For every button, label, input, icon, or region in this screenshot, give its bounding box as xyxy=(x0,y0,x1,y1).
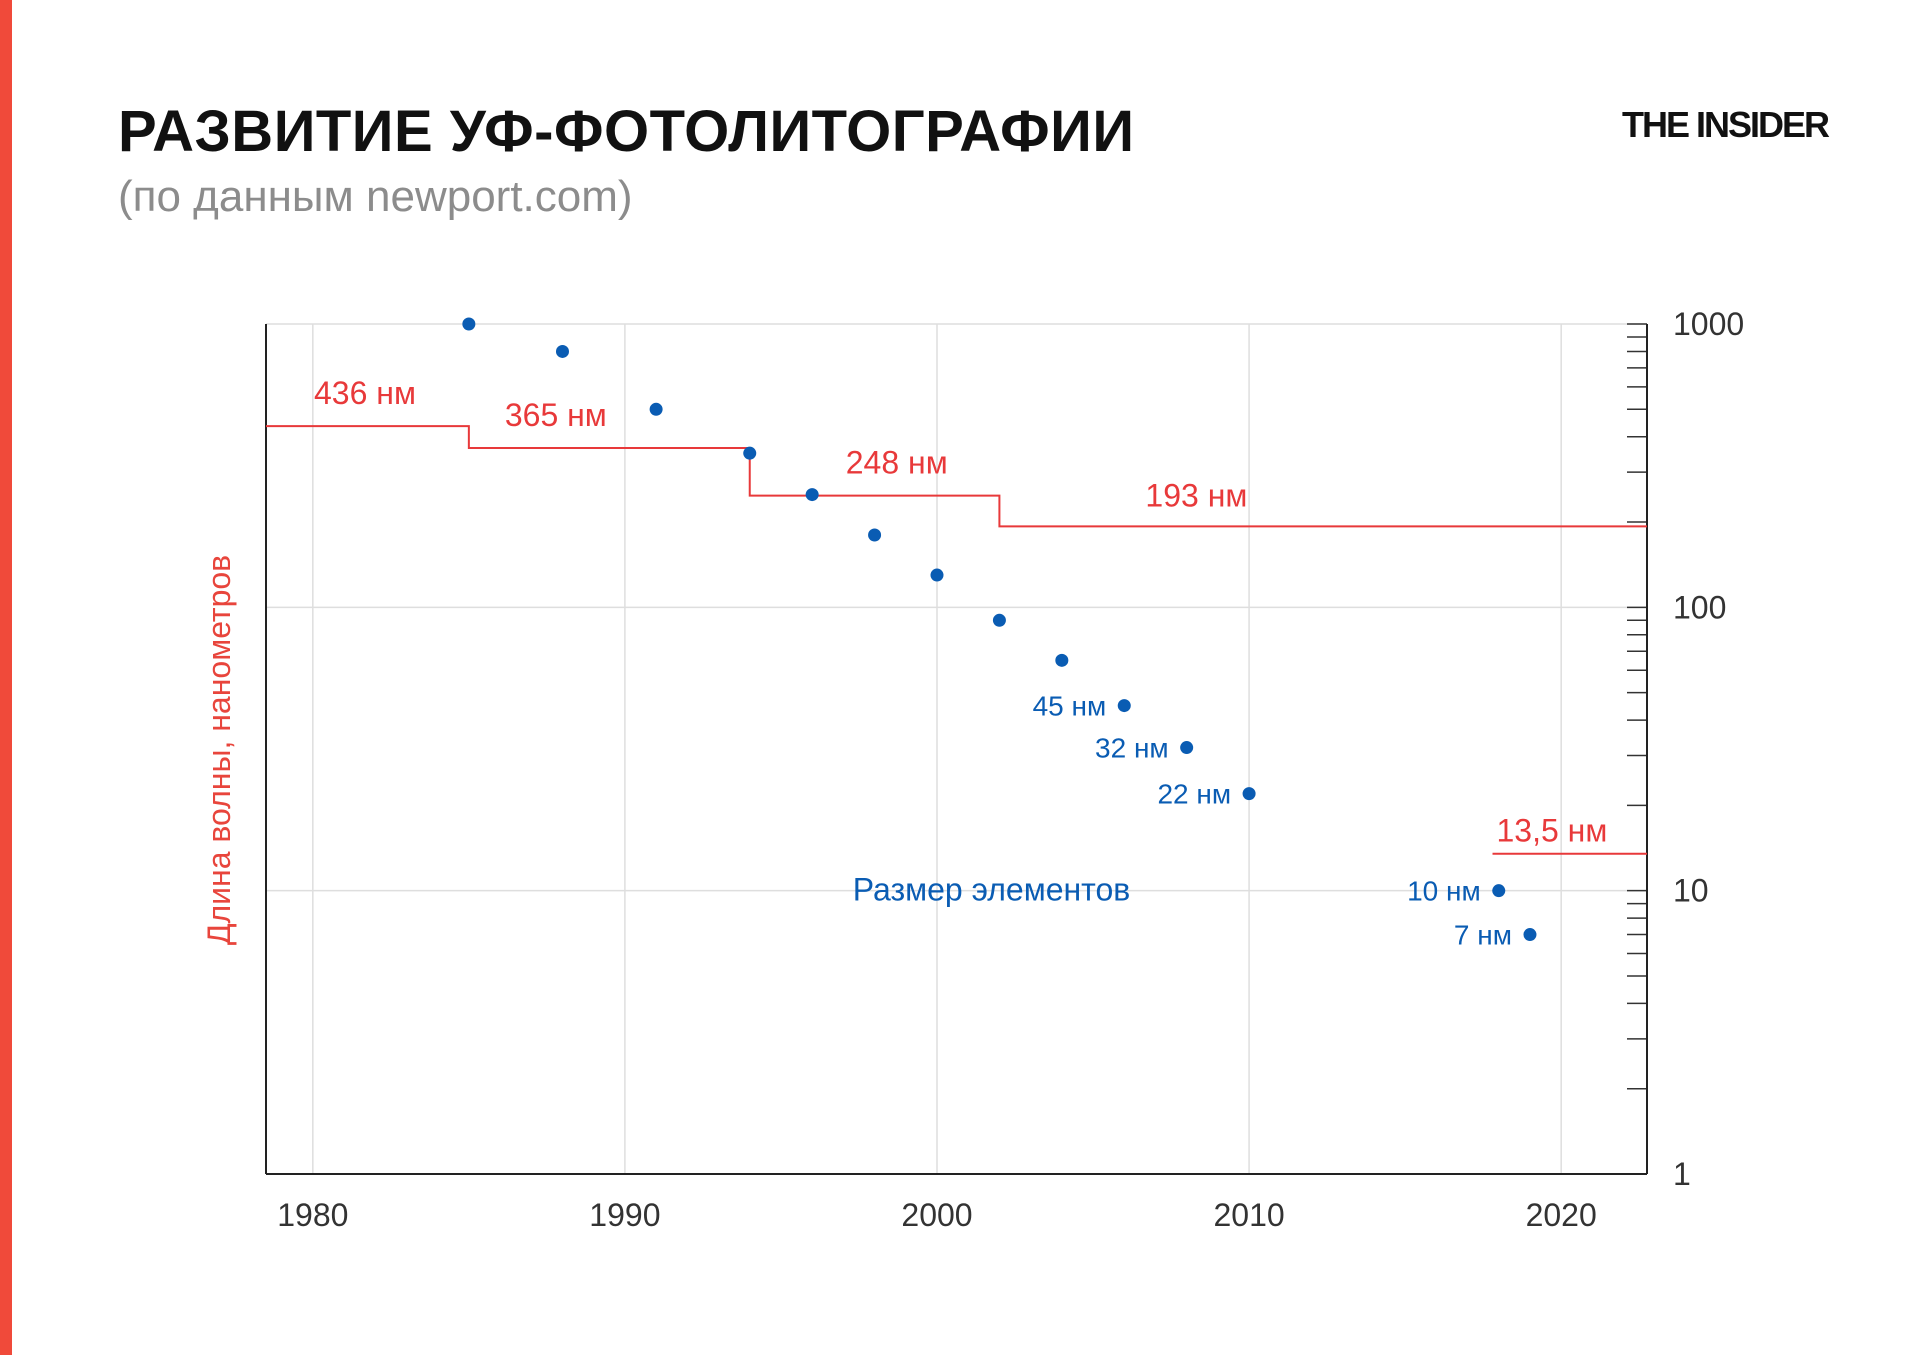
wavelength-label: 248 нм xyxy=(846,445,948,481)
wavelength-label: 365 нм xyxy=(505,397,607,433)
feature-size-point xyxy=(1055,653,1069,667)
y-tick-label: 100 xyxy=(1673,589,1726,625)
feature-size-point xyxy=(1242,787,1256,801)
feature-size-point xyxy=(1492,884,1506,898)
chart-title: РАЗВИТИЕ УФ-ФОТОЛИТОГРАФИИ xyxy=(118,99,1135,164)
y-tick-label: 1000 xyxy=(1673,306,1744,342)
feature-size-label: 22 нм xyxy=(1157,779,1231,810)
feature-size-point xyxy=(462,317,476,331)
feature-size-point xyxy=(1523,928,1537,942)
x-tick-label: 2010 xyxy=(1213,1197,1284,1233)
y-tick-label: 1 xyxy=(1673,1156,1691,1192)
feature-size-point xyxy=(930,568,944,582)
feature-series-label: Размер элементов xyxy=(853,872,1131,908)
wavelength-step-line xyxy=(266,425,1647,528)
feature-size-label: 7 нм xyxy=(1454,920,1512,951)
feature-size-point xyxy=(555,344,569,358)
y-tick-label: 10 xyxy=(1673,873,1709,909)
feature-size-point xyxy=(649,402,663,416)
chart-subtitle: (по данным newport.com) xyxy=(118,172,633,221)
x-tick-label: 1980 xyxy=(277,1197,348,1233)
euv-wavelength-label: 13,5 нм xyxy=(1497,813,1608,849)
wavelength-label: 436 нм xyxy=(314,375,416,411)
feature-size-point xyxy=(1180,741,1194,755)
feature-size-point xyxy=(992,613,1006,627)
feature-size-label: 10 нм xyxy=(1407,876,1481,907)
feature-size-point xyxy=(805,488,819,502)
wavelength-label: 193 нм xyxy=(1145,477,1247,513)
the-insider-logo: THE INSIDER xyxy=(1622,104,1830,145)
x-tick-label: 1990 xyxy=(589,1197,660,1233)
feature-size-point xyxy=(1117,699,1131,713)
x-tick-label: 2000 xyxy=(901,1197,972,1233)
accent-bar xyxy=(0,0,12,1355)
x-tick-label: 2020 xyxy=(1526,1197,1597,1233)
feature-size-label: 45 нм xyxy=(1033,691,1107,722)
feature-size-label: 32 нм xyxy=(1095,733,1169,764)
feature-size-point xyxy=(743,446,757,460)
feature-size-point xyxy=(868,528,882,542)
y-axis-label: Длина волны, нанометров xyxy=(201,555,237,945)
